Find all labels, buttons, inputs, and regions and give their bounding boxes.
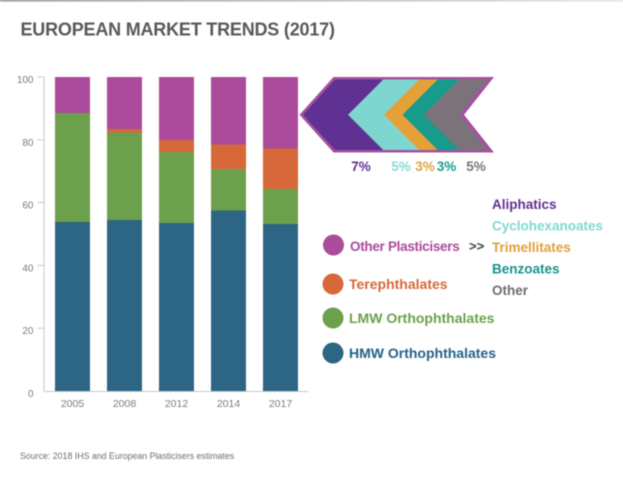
svg-text:EUROPEAN MARKET TRENDS (2017): EUROPEAN MARKET TRENDS (2017) xyxy=(21,20,335,40)
svg-text:Trimellitates: Trimellitates xyxy=(492,240,571,255)
svg-text:80: 80 xyxy=(22,138,34,149)
svg-text:100: 100 xyxy=(17,75,34,86)
svg-text:Source: 2018 IHS and European: Source: 2018 IHS and European Plasticise… xyxy=(20,451,235,461)
svg-text:2012: 2012 xyxy=(165,398,189,410)
svg-text:Benzoates: Benzoates xyxy=(492,262,560,277)
svg-text:5%: 5% xyxy=(391,159,411,174)
svg-text:2017: 2017 xyxy=(269,398,293,410)
svg-text:5%: 5% xyxy=(466,159,486,174)
svg-text:2014: 2014 xyxy=(217,398,241,410)
svg-text:3%: 3% xyxy=(437,159,457,174)
svg-text:40: 40 xyxy=(22,263,34,274)
svg-text:2008: 2008 xyxy=(113,398,137,410)
svg-text:7%: 7% xyxy=(351,159,371,174)
svg-text:0: 0 xyxy=(28,389,34,400)
svg-text:Terephthalates: Terephthalates xyxy=(349,276,448,292)
svg-text:Other Plasticisers: Other Plasticisers xyxy=(350,239,459,254)
svg-text:20: 20 xyxy=(22,326,34,337)
svg-text:>>: >> xyxy=(469,239,485,254)
svg-text:Aliphatics: Aliphatics xyxy=(492,197,557,212)
svg-text:HMW Orthophthalates: HMW Orthophthalates xyxy=(349,345,496,361)
svg-text:Other: Other xyxy=(492,283,529,298)
svg-text:60: 60 xyxy=(22,201,34,212)
svg-text:Cyclohexanoates: Cyclohexanoates xyxy=(492,219,603,234)
svg-text:3%: 3% xyxy=(415,159,435,174)
svg-text:2005: 2005 xyxy=(61,398,85,410)
svg-text:LMW Orthophthalates: LMW Orthophthalates xyxy=(349,310,495,326)
